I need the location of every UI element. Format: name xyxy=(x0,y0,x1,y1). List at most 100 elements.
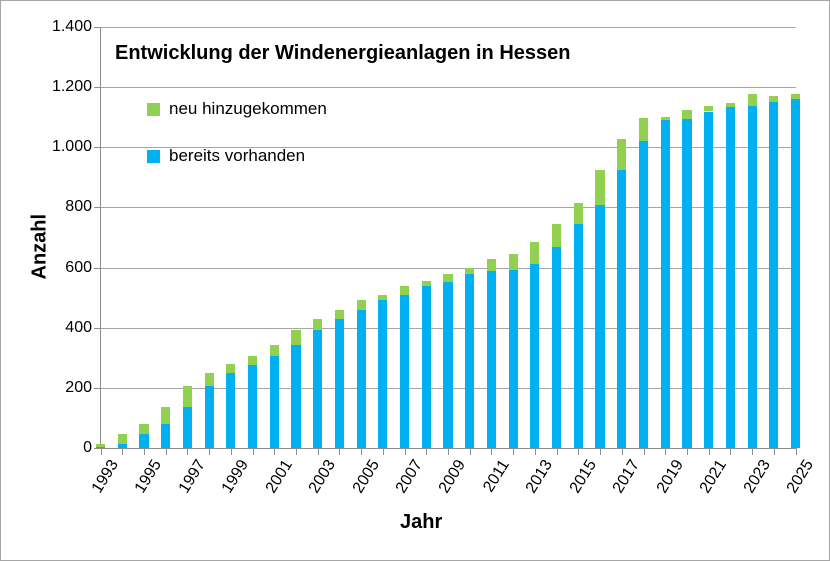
bar-1994-neu-hinzugekommen xyxy=(117,434,127,445)
chart-title: Entwicklung der Windenergieanlagen in He… xyxy=(115,42,571,64)
bar-2024-bereits-vorhanden xyxy=(769,101,779,448)
bar-1995-neu-hinzugekommen xyxy=(139,424,149,435)
bar-2006-bereits-vorhanden xyxy=(378,299,388,448)
bar-2025-neu-hinzugekommen xyxy=(790,94,801,100)
legend-label-neu-hinzugekommen: neu hinzugekommen xyxy=(169,99,327,118)
legend: neu hinzugekommen bereits vorhanden xyxy=(147,96,327,190)
x-tick-label-2023: 2023 xyxy=(740,457,774,497)
x-tick-2023 xyxy=(752,449,754,455)
bar-2002-bereits-vorhanden xyxy=(291,344,301,448)
x-tick-2003 xyxy=(317,449,319,455)
bar-2001-bereits-vorhanden xyxy=(269,355,279,448)
x-tick-label-2011: 2011 xyxy=(480,457,513,496)
x-tick-label-2015: 2015 xyxy=(566,457,600,497)
bar-1994-bereits-vorhanden xyxy=(117,444,127,448)
x-tick-1994 xyxy=(122,449,124,455)
x-tick-label-2009: 2009 xyxy=(436,457,470,497)
x-tick-2024 xyxy=(773,449,775,455)
x-tick-2022 xyxy=(730,449,732,455)
bar-2024-neu-hinzugekommen xyxy=(769,96,779,102)
bar-1993-bereits-vorhanden xyxy=(95,447,106,448)
bar-1999-bereits-vorhanden xyxy=(226,372,236,448)
x-tick-2019 xyxy=(665,449,667,455)
bar-2008-bereits-vorhanden xyxy=(421,285,431,448)
bar-2019-bereits-vorhanden xyxy=(660,119,670,448)
bar-1997-neu-hinzugekommen xyxy=(182,385,192,407)
bar-2000-neu-hinzugekommen xyxy=(247,355,258,365)
y-tick-label-400: 400 xyxy=(65,318,92,336)
bar-2009-neu-hinzugekommen xyxy=(443,274,453,282)
bar-1997-bereits-vorhanden xyxy=(182,406,192,448)
bar-2016-neu-hinzugekommen xyxy=(595,170,605,206)
legend-item-neu-hinzugekommen: neu hinzugekommen xyxy=(147,96,327,122)
bar-2020-neu-hinzugekommen xyxy=(682,109,692,120)
bar-2023-bereits-vorhanden xyxy=(747,106,757,448)
bar-2003-bereits-vorhanden xyxy=(313,329,323,448)
x-tick-label-2007: 2007 xyxy=(392,457,427,497)
bar-2016-bereits-vorhanden xyxy=(595,205,605,448)
y-tick-label-1.000: 1.000 xyxy=(51,138,92,156)
bar-2010-bereits-vorhanden xyxy=(465,274,475,448)
bar-2017-bereits-vorhanden xyxy=(617,170,627,448)
bar-2021-neu-hinzugekommen xyxy=(704,106,714,112)
bar-2011-bereits-vorhanden xyxy=(486,270,497,448)
legend-item-bereits-vorhanden: bereits vorhanden xyxy=(147,143,327,169)
x-tick-2002 xyxy=(295,449,297,455)
x-tick-label-2005: 2005 xyxy=(349,457,383,497)
x-axis-line xyxy=(100,448,797,449)
bar-2005-neu-hinzugekommen xyxy=(356,299,366,310)
gridline-1000 xyxy=(100,147,796,149)
x-tick-label-2025: 2025 xyxy=(783,457,817,497)
bar-2002-neu-hinzugekommen xyxy=(291,329,301,345)
y-tick-label-1.400: 1.400 xyxy=(51,18,92,35)
x-tick-2000 xyxy=(252,449,254,455)
x-tick-2017 xyxy=(621,449,623,455)
y-tick-label-1.200: 1.200 xyxy=(51,78,92,96)
bar-2011-neu-hinzugekommen xyxy=(486,259,497,271)
x-tick-label-2019: 2019 xyxy=(653,457,687,497)
x-tick-2020 xyxy=(686,449,688,455)
x-tick-label-2013: 2013 xyxy=(523,457,557,497)
x-tick-label-2003: 2003 xyxy=(305,457,340,497)
x-tick-2013 xyxy=(534,449,536,455)
y-tick-1.400 xyxy=(94,27,100,28)
y-axis-line xyxy=(100,27,101,449)
bar-2013-bereits-vorhanden xyxy=(530,264,540,448)
x-tick-2007 xyxy=(404,449,406,455)
y-tick-0 xyxy=(94,448,100,449)
bar-2025-bereits-vorhanden xyxy=(790,99,801,448)
y-tick-label-200: 200 xyxy=(65,378,92,396)
gridline-600 xyxy=(100,267,796,269)
bar-2004-neu-hinzugekommen xyxy=(334,309,344,320)
x-tick-label-2021: 2021 xyxy=(696,457,731,497)
legend-label-bereits-vorhanden: bereits vorhanden xyxy=(169,146,306,165)
x-tick-2015 xyxy=(578,449,580,455)
x-tick-2001 xyxy=(274,449,276,455)
bar-2022-neu-hinzugekommen xyxy=(725,103,735,107)
y-tick-label-600: 600 xyxy=(65,258,92,276)
x-tick-2005 xyxy=(361,449,363,455)
bar-1999-neu-hinzugekommen xyxy=(226,364,236,373)
bar-1996-bereits-vorhanden xyxy=(161,424,171,448)
y-tick-label-800: 800 xyxy=(65,198,92,216)
y-tick-400 xyxy=(94,327,100,329)
x-tick-label-1993: 1993 xyxy=(88,457,122,497)
bar-2009-bereits-vorhanden xyxy=(443,281,453,448)
x-tick-2011 xyxy=(491,449,493,455)
bar-1998-bereits-vorhanden xyxy=(204,385,214,448)
x-tick-2006 xyxy=(382,449,384,455)
y-tick-200 xyxy=(94,387,100,389)
bar-2019-neu-hinzugekommen xyxy=(660,117,670,120)
x-axis-title: Jahr xyxy=(400,511,443,533)
bar-2006-neu-hinzugekommen xyxy=(378,294,388,300)
x-tick-label-1995: 1995 xyxy=(132,457,166,497)
x-tick-2018 xyxy=(643,449,645,455)
bar-2012-bereits-vorhanden xyxy=(508,269,518,448)
bar-2018-neu-hinzugekommen xyxy=(638,118,649,142)
bar-2010-neu-hinzugekommen xyxy=(465,267,475,275)
bar-2018-bereits-vorhanden xyxy=(638,141,649,448)
x-tick-2016 xyxy=(600,449,602,455)
bar-2015-bereits-vorhanden xyxy=(573,223,583,448)
bar-2005-bereits-vorhanden xyxy=(356,309,366,448)
bar-2014-neu-hinzugekommen xyxy=(552,223,562,248)
